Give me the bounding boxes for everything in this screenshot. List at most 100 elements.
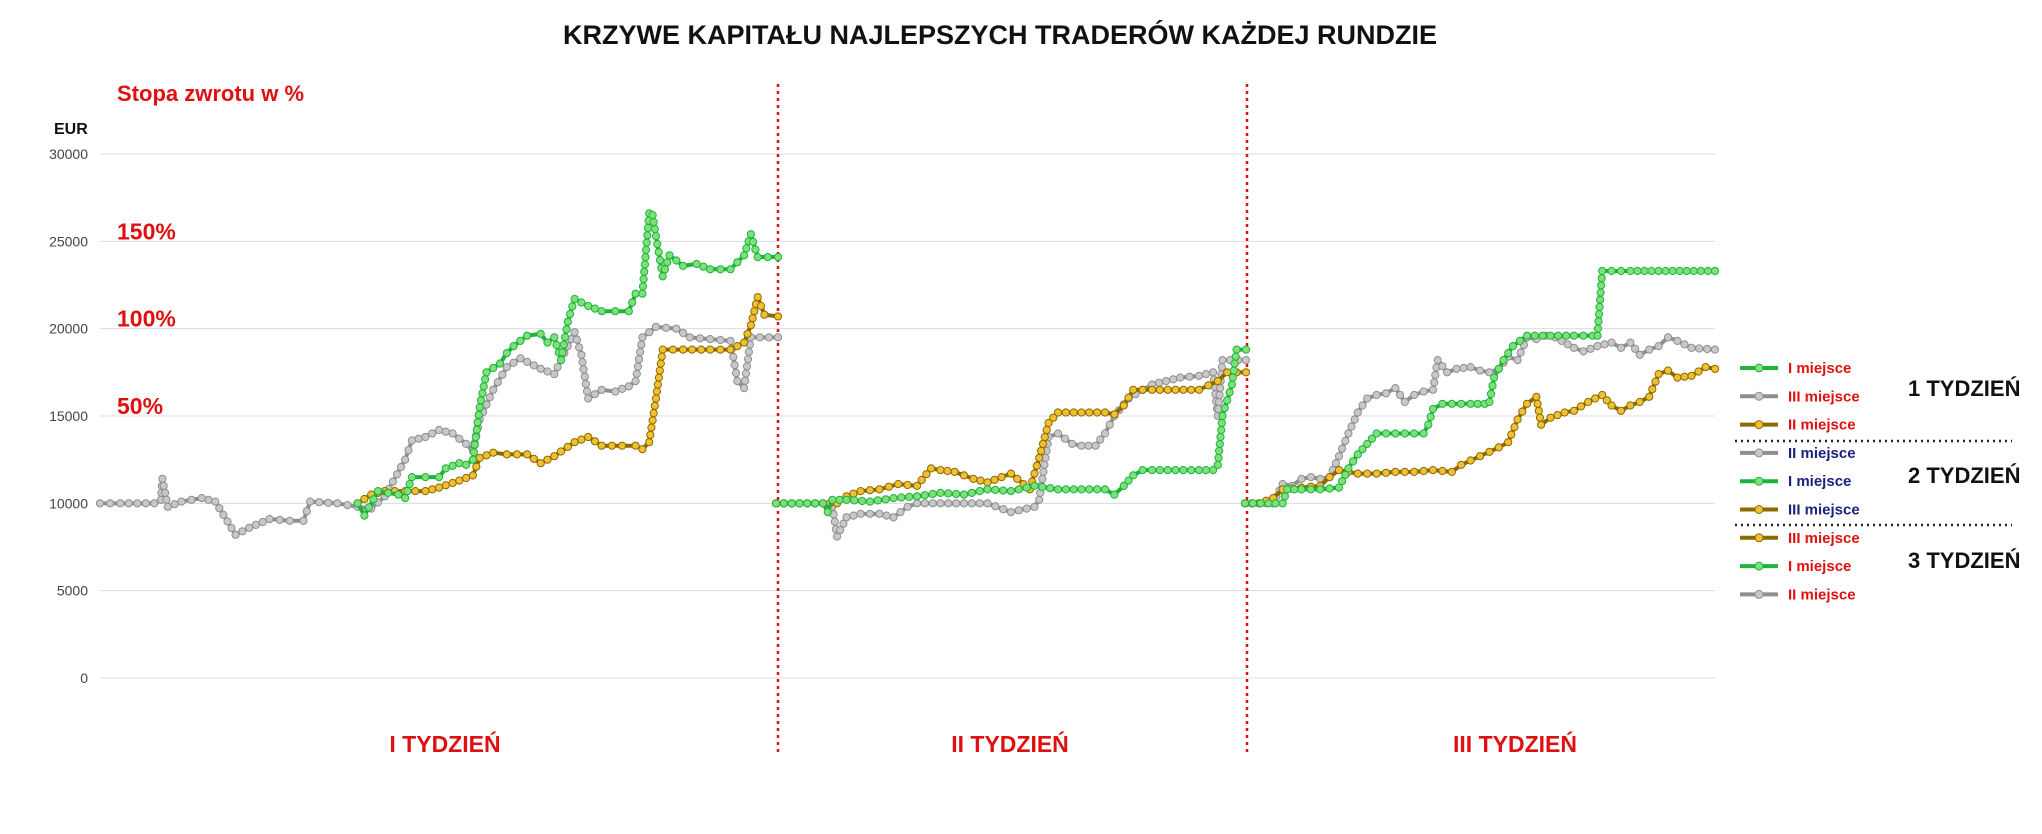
data-point (1044, 418, 1053, 428)
data-point (1325, 484, 1334, 493)
data-point (959, 490, 969, 499)
data-point (653, 380, 663, 389)
data-point (558, 348, 567, 357)
data-point (1091, 441, 1100, 450)
data-point (633, 362, 643, 371)
data-point (1187, 385, 1196, 394)
data-point (516, 336, 525, 345)
data-point (1035, 453, 1044, 462)
data-point (632, 369, 641, 378)
data-point (1647, 266, 1656, 276)
data-point (1223, 368, 1232, 377)
data-point (1214, 453, 1223, 462)
data-point (1185, 372, 1194, 381)
data-point (1381, 389, 1391, 398)
data-point (750, 307, 759, 316)
data-point (927, 464, 936, 473)
data-point (795, 499, 804, 508)
data-point (476, 396, 486, 405)
data-point (1654, 266, 1663, 276)
data-point (920, 491, 929, 500)
data-point (771, 499, 781, 508)
data-point (733, 258, 742, 267)
y-tick-label: 5000 (57, 583, 88, 599)
data-point (1533, 399, 1542, 408)
data-point (1668, 266, 1677, 276)
data-point (741, 369, 751, 378)
data-point (575, 343, 584, 352)
data-point (285, 516, 294, 525)
data-point (743, 329, 752, 338)
data-point (642, 238, 651, 247)
data-point (462, 439, 471, 448)
data-point (1372, 469, 1381, 478)
data-point (975, 499, 984, 508)
data-point (967, 488, 976, 497)
data-point (1204, 381, 1213, 390)
data-point (706, 335, 715, 344)
data-point (1290, 485, 1299, 494)
data-point (401, 455, 410, 464)
data-point (1710, 364, 1720, 373)
data-point (471, 433, 480, 442)
data-point (1391, 429, 1400, 438)
data-point (161, 488, 170, 497)
data-point (1363, 469, 1372, 478)
data-point (1485, 368, 1494, 377)
data-point (1438, 466, 1447, 476)
data-point (865, 509, 875, 518)
data-point (1507, 430, 1516, 439)
data-point (637, 340, 646, 349)
data-point (1129, 385, 1138, 394)
data-point (1494, 443, 1503, 452)
data-point (1431, 370, 1440, 380)
data-point (403, 487, 412, 496)
data-point (967, 499, 976, 508)
data-point (495, 359, 505, 368)
data-point (1562, 331, 1571, 340)
data-point (830, 517, 839, 526)
data-point (315, 498, 324, 507)
data-point (1040, 460, 1049, 469)
data-point (1217, 418, 1226, 428)
data-point (1635, 350, 1644, 359)
data-point (748, 314, 757, 323)
data-point (1241, 345, 1251, 354)
data-point (991, 502, 1000, 511)
data-point (1264, 499, 1273, 508)
data-point (1645, 392, 1654, 401)
data-point (1278, 499, 1287, 508)
series-line-green (355, 211, 778, 518)
data-point (563, 317, 572, 326)
data-point (428, 429, 437, 438)
data-point (1068, 439, 1077, 448)
data-point (654, 248, 663, 257)
data-point (1579, 331, 1588, 340)
data-point (1038, 474, 1047, 483)
data-point (1579, 347, 1588, 356)
data-point (849, 489, 858, 498)
data-point (1576, 402, 1586, 411)
data-point (1593, 342, 1602, 351)
y-tick-label: 15000 (49, 408, 88, 424)
data-point (1187, 466, 1196, 475)
data-point (1042, 425, 1051, 435)
data-point (999, 505, 1008, 514)
data-point (404, 446, 413, 455)
data-point (1430, 378, 1439, 387)
data-point (275, 515, 284, 525)
legend-label: III miejsce (1788, 388, 1860, 405)
data-point (699, 262, 708, 271)
data-point (975, 487, 984, 496)
data-point (1069, 485, 1078, 494)
data-point (856, 509, 865, 518)
data-point (396, 462, 406, 472)
data-point (1426, 412, 1435, 421)
data-point (672, 324, 681, 333)
data-point (1695, 344, 1704, 353)
data-point (1341, 436, 1350, 446)
legend-swatch-marker (1754, 363, 1764, 373)
data-point (1215, 390, 1224, 400)
data-point (1171, 385, 1180, 394)
data-point (441, 464, 450, 473)
